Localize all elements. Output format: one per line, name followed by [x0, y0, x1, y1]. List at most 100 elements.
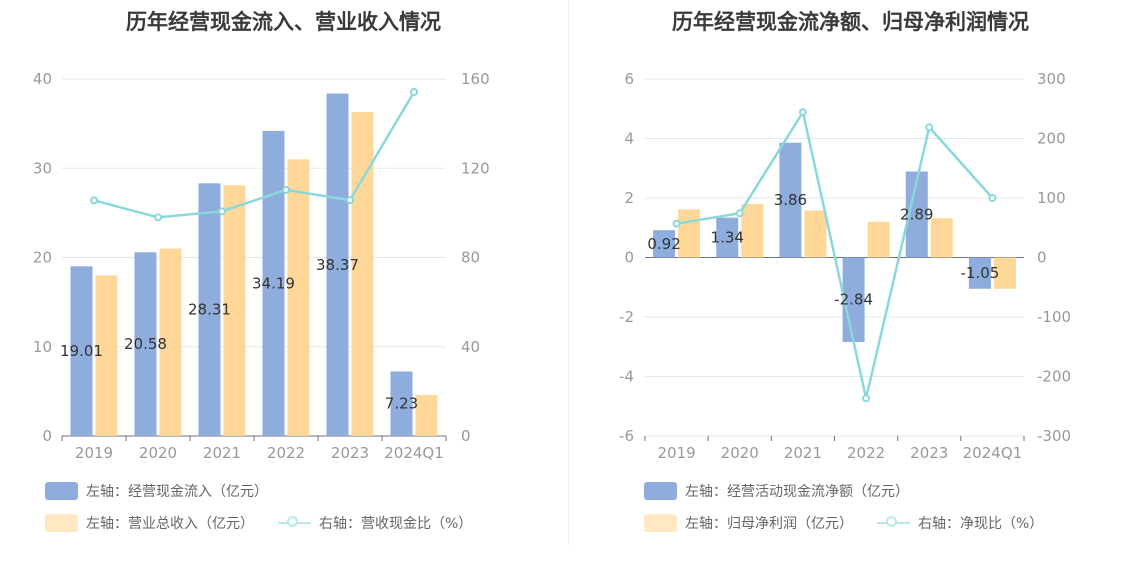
line-point — [218, 207, 226, 216]
legend-swatch-line — [877, 514, 910, 532]
right-legend-row-2: 左轴：归母净利润（亿元） 右轴：净现比（%） — [644, 513, 1067, 533]
right-chart-panel: 历年经营现金流净额、归母净利润情况 -6 -4 -2 0 2 4 6 -300 -200 -100… — [567, 0, 1134, 582]
legend-swatch-blue — [644, 482, 677, 500]
bar-data-label: 28.31 — [188, 301, 231, 319]
right-axis-tick-label: -200 — [1037, 368, 1071, 386]
x-axis-category-label: 2024Q1 — [384, 444, 444, 462]
left-chart-svg: 0 10 20 30 40 0 40 80 120 160 2019 2020 2021 2022 2023… — [33, 70, 490, 462]
legend-item-cash-inflow[interactable]: 左轴：经营现金流入（亿元） — [45, 481, 268, 501]
bar-data-label: 19.01 — [60, 342, 103, 360]
right-axis-tick-label: 200 — [1037, 130, 1066, 148]
legend-item-revenue[interactable]: 左轴：营业总收入（亿元） — [45, 513, 254, 533]
right-axis-tick-label: 0 — [461, 427, 471, 445]
bar — [95, 275, 118, 436]
line-point — [154, 213, 162, 222]
bar-data-label: 1.34 — [711, 229, 744, 247]
bar — [326, 93, 349, 436]
bar — [930, 218, 953, 258]
left-axis-tick-label: 4 — [624, 130, 634, 148]
legend-label: 右轴：营收现金比（%） — [319, 516, 473, 532]
legend-label: 左轴：归母净利润（亿元） — [685, 516, 853, 532]
right-chart-title: 历年经营现金流净额、归母净利润情况 — [672, 10, 1029, 34]
right-axis-tick-label: 100 — [1037, 189, 1066, 207]
left-chart-panel: 历年经营现金流入、营业收入情况 0 10 20 30 40 0 40 80 120 160 2019… — [33, 10, 496, 533]
x-axis-category-label: 2022 — [267, 444, 305, 462]
left-axis-tick-label: 40 — [33, 70, 52, 88]
legend-item-net-cash-ratio[interactable]: 右轴：净现比（%） — [877, 513, 1043, 533]
line-point — [735, 209, 744, 218]
bar-data-label: -1.05 — [961, 264, 1000, 282]
x-axis-category-label: 2020 — [139, 444, 177, 462]
bar — [678, 209, 701, 258]
legend-swatch-orange — [644, 514, 677, 532]
x-axis-category-label: 2022 — [847, 444, 885, 462]
line-point — [346, 196, 354, 205]
line-point — [862, 394, 871, 403]
legend-label: 左轴：营业总收入（亿元） — [86, 516, 254, 532]
bar — [159, 248, 182, 436]
x-axis-category-label: 2019 — [657, 444, 695, 462]
right-axis-tick-label: 160 — [461, 70, 490, 88]
bar — [804, 210, 827, 258]
left-axis-tick-label: 30 — [33, 159, 52, 177]
x-axis-category-label: 2021 — [203, 444, 241, 462]
left-chart-title: 历年经营现金流入、营业收入情况 — [126, 10, 441, 34]
bar-data-label: 7.23 — [385, 395, 418, 413]
line-point — [282, 185, 290, 194]
panel-divider — [568, 0, 569, 545]
legend-swatch-blue — [45, 482, 78, 500]
right-axis-tick-label: -300 — [1037, 427, 1071, 445]
left-axis-tick-label: 2 — [624, 189, 634, 207]
right-axis-tick-label: 40 — [461, 338, 480, 356]
left-legend-row-2: 左轴：营业总收入（亿元） 右轴：营收现金比（%） — [45, 513, 496, 533]
line-series — [93, 91, 416, 219]
bar-data-label: 0.92 — [647, 235, 680, 253]
left-axis-tick-label: 6 — [624, 70, 634, 88]
legend-swatch-orange — [45, 514, 78, 532]
bar — [653, 230, 676, 258]
x-axis-category-label: 2024Q1 — [963, 444, 1023, 462]
bar — [779, 142, 802, 258]
line-point — [672, 219, 681, 228]
left-axis-tick-label: -6 — [619, 427, 634, 445]
line-point — [925, 123, 934, 132]
bar — [968, 257, 991, 289]
bar — [262, 130, 285, 436]
right-axis-tick-label: 300 — [1037, 70, 1066, 88]
x-axis-category-label: 2021 — [784, 444, 822, 462]
bar — [198, 183, 221, 436]
right-axis-tick-label: 80 — [461, 249, 480, 267]
left-axis-tick-label: 20 — [33, 249, 52, 267]
legend-item-net-profit[interactable]: 左轴：归母净利润（亿元） — [644, 513, 853, 533]
bar-data-label: -2.84 — [834, 291, 873, 309]
x-axis-category-label: 2023 — [910, 444, 948, 462]
line-point — [988, 194, 997, 202]
bar — [867, 221, 890, 258]
legend-item-net-cash-flow[interactable]: 左轴：经营活动现金流净额（亿元） — [644, 481, 909, 501]
bar — [351, 112, 374, 437]
left-axis-tick-label: -2 — [619, 308, 634, 326]
bar — [993, 257, 1016, 289]
bar — [287, 159, 310, 436]
bar-data-label: 34.19 — [252, 274, 295, 292]
x-axis-category-label: 2019 — [75, 444, 113, 462]
legend-label: 左轴：经营现金流入（亿元） — [86, 484, 268, 500]
bar — [716, 217, 739, 258]
line-series — [676, 108, 994, 399]
bar — [415, 394, 438, 436]
legend-label: 左轴：经营活动现金流净额（亿元） — [685, 484, 909, 500]
bar — [70, 266, 93, 436]
bar — [390, 371, 413, 436]
bar — [905, 171, 928, 258]
line-point — [798, 108, 807, 117]
bar-data-label: 3.86 — [774, 191, 807, 209]
line-point — [410, 87, 418, 96]
legend-item-revenue-cash-ratio[interactable]: 右轴：营收现金比（%） — [278, 513, 472, 533]
right-axis-tick-label: 120 — [461, 159, 490, 177]
right-legend-row-1: 左轴：经营活动现金流净额（亿元） — [644, 481, 933, 501]
bar — [134, 252, 157, 436]
right-chart-svg: -6 -4 -2 0 2 4 6 -300 -200 -100 0 100 200 300 2019 2020… — [619, 70, 1071, 462]
legend-label: 右轴：净现比（%） — [918, 516, 1044, 532]
legend-swatch-line — [278, 514, 311, 532]
right-axis-tick-label: 0 — [1037, 249, 1047, 267]
